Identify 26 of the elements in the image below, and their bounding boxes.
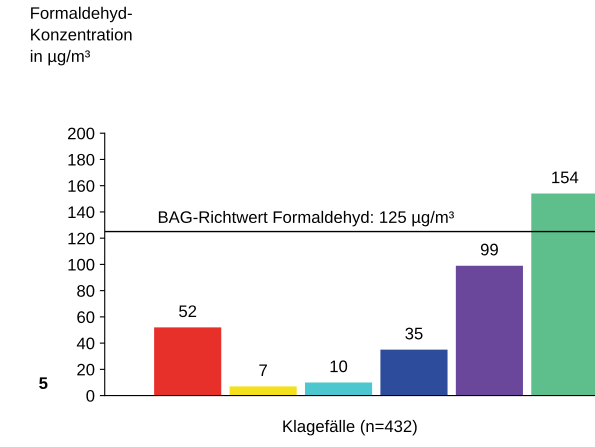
text: 5 <box>39 377 48 390</box>
data-label: 52 <box>179 305 196 318</box>
data-label: 154 <box>552 172 578 184</box>
y-tick-label: 160 <box>68 180 94 192</box>
data-label: 35 <box>405 328 423 340</box>
y-tick-label: 140 <box>68 206 94 218</box>
y-tick-label: 120 <box>68 232 94 244</box>
bar <box>456 266 523 396</box>
y-tick-label: 20 <box>77 364 94 376</box>
y-tick-label: 180 <box>68 154 94 166</box>
y-tick-label: 100 <box>68 258 94 271</box>
bar <box>230 386 297 396</box>
y-tick-label: 0 <box>86 390 94 402</box>
ref-line-label: BAG-Richtwert Formaldehyd: 125 µg/m³ <box>158 210 454 226</box>
bar <box>304 382 372 396</box>
y-tick-label: 40 <box>76 338 94 350</box>
y-axis-title: Formaldehyd- Konzentration in µg/m³ <box>30 6 132 66</box>
bar <box>154 327 222 396</box>
y-tick-label: 80 <box>77 285 94 297</box>
bar <box>380 350 448 396</box>
data-label: 99 <box>480 244 498 256</box>
y-tick-label: 200 <box>68 128 94 140</box>
y-tick-label: 60 <box>77 311 94 324</box>
data-label: 7 <box>259 364 267 376</box>
data-label: 10 <box>330 360 348 372</box>
x-axis-title: Klagefälle (n=432) <box>283 420 417 436</box>
